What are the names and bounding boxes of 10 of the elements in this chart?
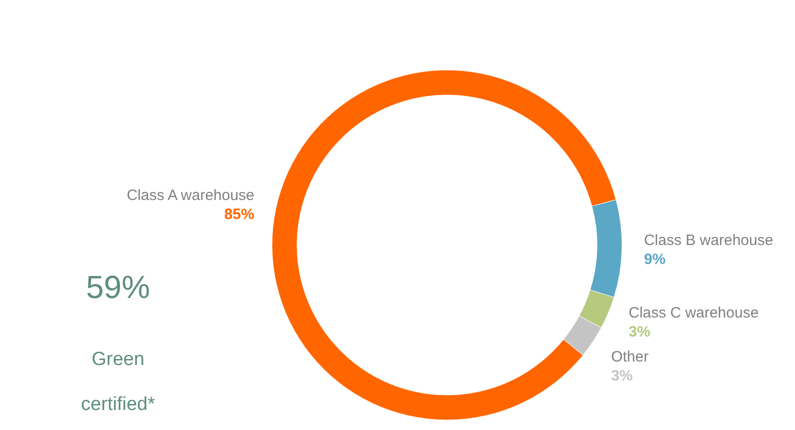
slice-label: Class A warehouse xyxy=(126,187,254,204)
slice-label: Other xyxy=(611,348,649,366)
data-label: 9% xyxy=(644,251,666,268)
data-label: 85% xyxy=(224,206,254,224)
text: 59% xyxy=(86,269,150,305)
data-label: 3% xyxy=(628,323,650,340)
text: Green certified* xyxy=(81,349,155,415)
slice-label: Class B warehouse xyxy=(644,232,774,250)
slice-label: Class C warehouse xyxy=(628,304,759,322)
data-label: 3% xyxy=(611,367,633,384)
